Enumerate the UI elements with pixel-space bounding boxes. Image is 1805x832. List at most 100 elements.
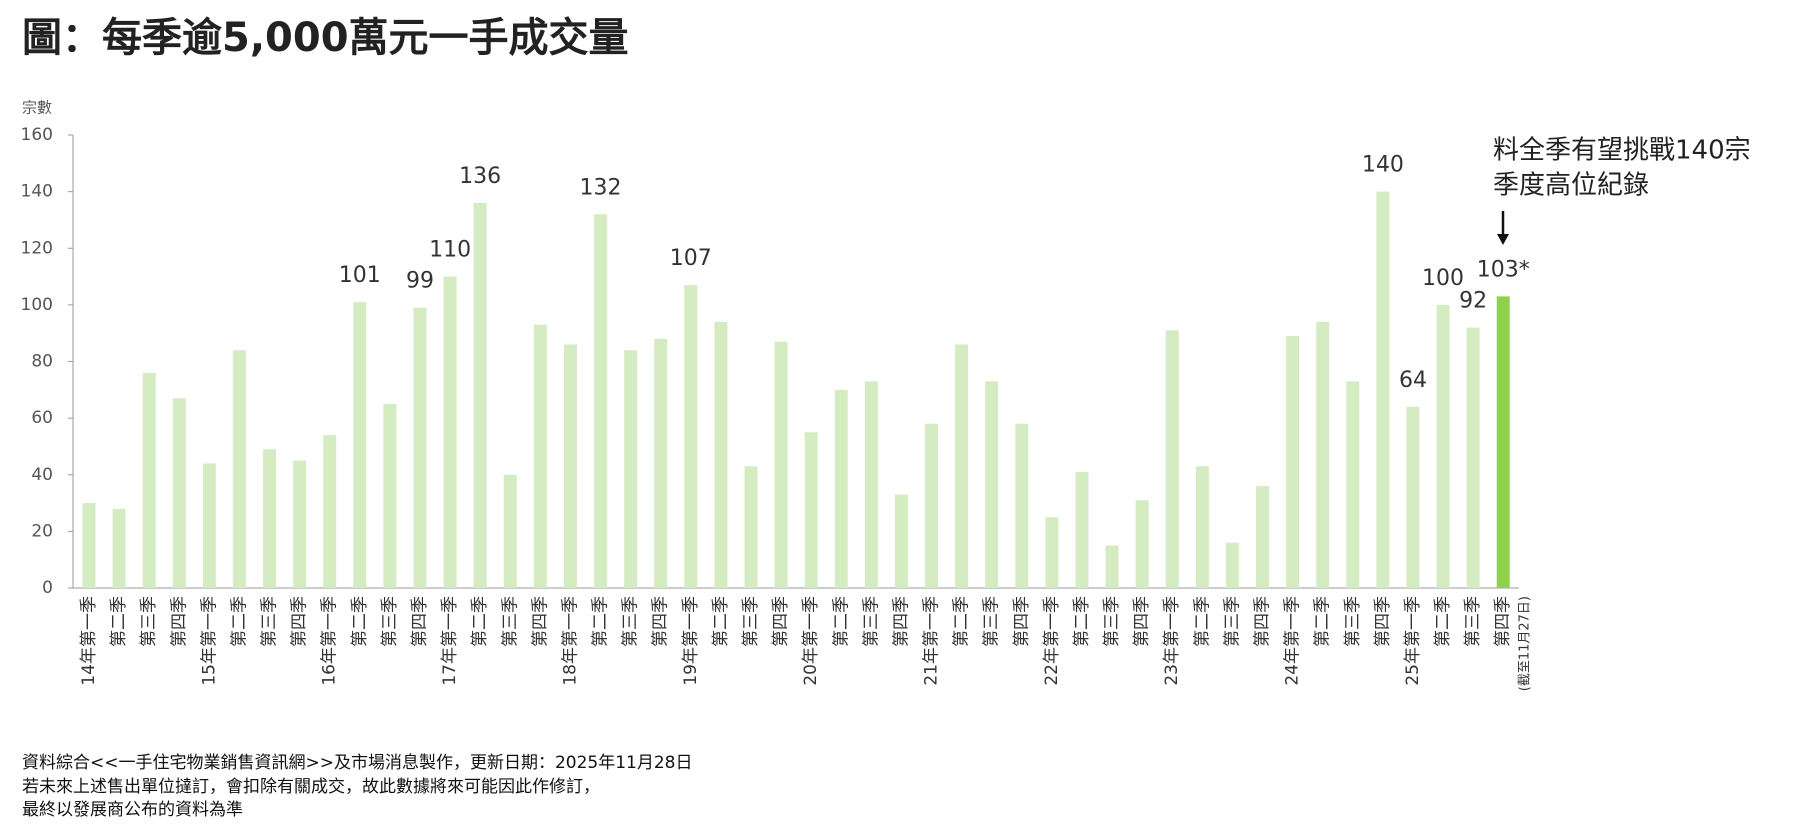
bar: [232, 350, 246, 588]
category-note: (截至11月27日): [1518, 596, 1533, 691]
x-tick-label: 第二季: [1313, 596, 1333, 647]
y-tick-label: 120: [21, 238, 53, 258]
bar: [1195, 466, 1209, 588]
x-tick-label: 第三季: [1463, 596, 1483, 647]
bar: [353, 302, 367, 588]
bar: [1256, 486, 1270, 588]
x-tick-label: 22年第一季: [1042, 596, 1062, 686]
y-tick-label: 80: [31, 352, 53, 372]
data-label: 107: [670, 246, 712, 271]
data-label: 140: [1362, 153, 1404, 178]
bar: [1015, 423, 1029, 588]
x-tick-label: 第三季: [982, 596, 1002, 647]
y-axis-label: 宗數: [22, 99, 52, 117]
y-tick-label: 40: [31, 465, 53, 485]
y-tick-label: 0: [42, 578, 53, 598]
bar: [202, 463, 216, 588]
bar: [1165, 330, 1179, 588]
bar: [774, 341, 788, 588]
bar: [1346, 381, 1360, 588]
bar: [744, 466, 758, 588]
bar: [82, 503, 96, 588]
x-tick-label: 第四季: [1373, 596, 1393, 647]
data-label: 136: [459, 164, 501, 189]
bar: [383, 403, 397, 588]
x-tick-label: 20年第一季: [801, 596, 821, 686]
x-tick-label: 第二季: [470, 596, 490, 647]
x-tick-label: 25年第一季: [1403, 596, 1423, 686]
x-tick-label: 第四季: [1132, 596, 1152, 647]
x-tick-label: 24年第一季: [1283, 596, 1303, 686]
bar: [804, 432, 818, 588]
data-label: 110: [429, 238, 471, 263]
bar: [714, 321, 728, 588]
x-tick-label: 14年第一季: [79, 596, 99, 686]
x-tick-label: 第三季: [380, 596, 400, 647]
bar: [563, 344, 577, 588]
x-tick-label: 第四季: [169, 596, 189, 647]
x-tick-label: 第二季: [1192, 596, 1212, 647]
bar: [654, 338, 668, 588]
bar: [503, 474, 517, 588]
y-tick-label: 140: [21, 182, 53, 202]
bar: [1406, 406, 1420, 588]
footnote: 最終以發展商公布的資料為準: [22, 800, 243, 820]
x-tick-label: 第二季: [109, 596, 129, 647]
chart-title: 圖：每季逾5,000萬元一手成交量: [22, 15, 629, 61]
x-tick-label: 第三季: [1102, 596, 1122, 647]
bar: [684, 285, 698, 588]
annotation: 季度高位紀錄: [1493, 171, 1649, 201]
x-tick-label: 第三季: [260, 596, 280, 647]
x-tick-label: 第二季: [591, 596, 611, 647]
data-label: 64: [1399, 368, 1427, 393]
y-tick-label: 60: [31, 408, 53, 428]
y-tick-label: 160: [21, 125, 53, 145]
bar: [1045, 517, 1059, 588]
x-tick-label: 第三季: [500, 596, 520, 647]
x-tick-label: 18年第一季: [560, 596, 580, 686]
x-tick-label: 第三季: [621, 596, 641, 647]
y-tick-label: 100: [21, 295, 53, 315]
x-tick-label: 第二季: [1072, 596, 1092, 647]
bar: [985, 381, 999, 588]
bar: [955, 344, 969, 588]
bar: [1466, 327, 1480, 588]
data-label: 100: [1422, 266, 1464, 291]
data-label: 103*: [1477, 257, 1530, 282]
bar: [1225, 542, 1239, 588]
bar: [533, 324, 547, 588]
bar: [834, 389, 848, 588]
bar: [323, 435, 337, 588]
x-tick-label: 第二季: [952, 596, 972, 647]
bar: [1316, 321, 1330, 588]
x-tick-label: 21年第一季: [922, 596, 942, 686]
x-tick-label: 第三季: [139, 596, 159, 647]
bar: [293, 460, 307, 588]
footnote: 資料綜合<<一手住宅物業銷售資訊網>>及市場消息製作，更新日期：2025年11月…: [22, 753, 693, 773]
x-tick-label: 第三季: [741, 596, 761, 647]
bar: [443, 276, 457, 588]
bar: [594, 214, 608, 588]
data-label: 99: [406, 269, 434, 294]
bar: [263, 449, 277, 588]
data-label: 132: [580, 175, 622, 200]
bar: [1135, 500, 1149, 588]
x-tick-label: 第四季: [290, 596, 310, 647]
data-label: 101: [339, 263, 381, 288]
bar: [473, 202, 487, 588]
bar: [1436, 304, 1450, 588]
y-tick-label: 20: [31, 521, 53, 541]
x-tick-label: 第三季: [1343, 596, 1363, 647]
data-label: 92: [1459, 289, 1487, 314]
x-tick-label: 19年第一季: [681, 596, 701, 686]
x-tick-label: 第四季: [530, 596, 550, 647]
bar: [1376, 191, 1390, 588]
bar: [1075, 471, 1089, 588]
x-tick-label: 15年第一季: [199, 596, 219, 686]
x-tick-label: 第二季: [350, 596, 370, 647]
x-tick-label: 第二季: [711, 596, 731, 647]
x-tick-label: 第三季: [1222, 596, 1242, 647]
x-tick-label: 第四季: [1012, 596, 1032, 647]
bar: [925, 423, 939, 588]
